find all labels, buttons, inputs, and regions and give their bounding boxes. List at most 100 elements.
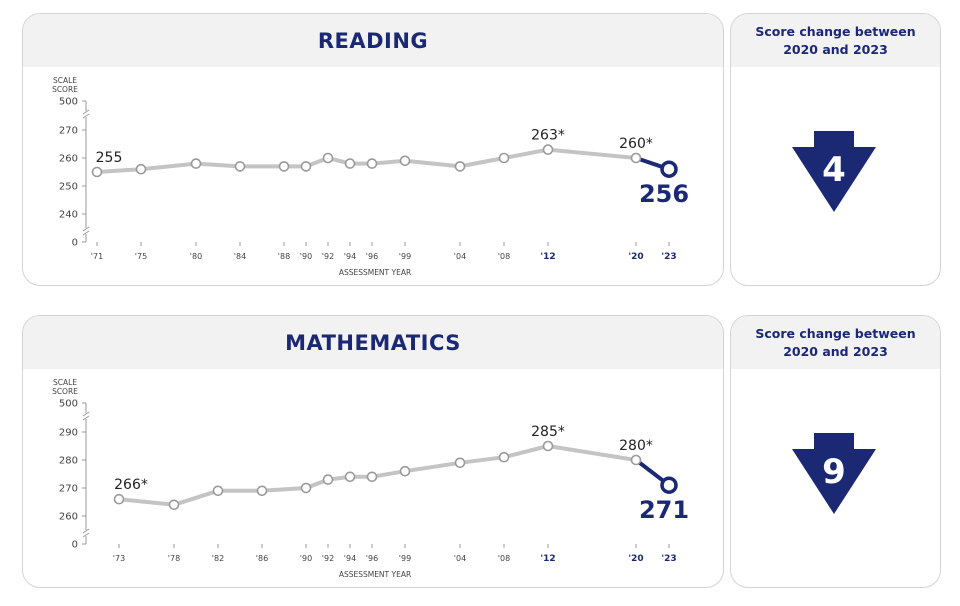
math-axis-break-b-0 [82, 415, 90, 421]
math-xtick-label-3: '86 [256, 554, 268, 563]
math-chart-header: MATHEMATICS [23, 316, 723, 369]
math-point-label-1973: 266* [114, 477, 148, 493]
math-axis-break-a-1 [82, 528, 90, 534]
reading-ytick-label-4: 270 [59, 126, 78, 137]
reading-xtick-label-7: '94 [344, 252, 356, 261]
math-ytick-label-5: 500 [59, 399, 78, 410]
reading-chart-header: READING [23, 14, 723, 67]
reading-data-point-1992 [322, 152, 334, 164]
reading-axis-title-line1: SCALE [53, 76, 77, 85]
reading-xtick-label-2: '80 [190, 252, 202, 261]
reading-axis-break-b-1 [82, 230, 90, 236]
math-point-label-2023: 271 [639, 496, 689, 524]
reading-ytick-label-3: 260 [59, 154, 78, 165]
math-xtick-label-2: '82 [212, 554, 224, 563]
math-xtick-label-7: '96 [366, 554, 378, 563]
math-data-point-1973 [113, 493, 125, 505]
math-data-point-2004 [454, 457, 466, 469]
math-point-label-2012: 285* [531, 424, 565, 440]
reading-data-point-1975 [135, 163, 147, 175]
math-score-change-value: 9 [822, 452, 846, 492]
math-xtick-label-1: '78 [168, 554, 180, 563]
reading-axis-break-a-1 [82, 226, 90, 232]
reading-axis-break-gap-0 [83, 111, 89, 117]
reading-ytick-label-1: 240 [59, 210, 78, 221]
reading-axis-break-b-0 [82, 113, 90, 119]
reading-axis-title-line2: SCORE [52, 85, 78, 94]
reading-data-point-1990 [300, 161, 312, 172]
reading-change-panel: Score change between 2020 and 2023 4 [730, 13, 941, 286]
reading-data-point-1988 [278, 161, 290, 172]
math-xtick-label-0: '73 [113, 554, 125, 563]
reading-x-axis-label: ASSESSMENT YEAR [339, 268, 411, 277]
math-ytick-label-4: 290 [59, 428, 78, 439]
math-data-point-1982 [212, 485, 224, 497]
math-axis-break-gap-0 [83, 413, 89, 419]
math-data-point-1978 [168, 499, 180, 511]
reading-ytick-label-0: 0 [72, 238, 78, 249]
reading-chart-panel: READING SCALE SCORE 0 240 250 260 270 500 '71 '75… [22, 13, 724, 286]
math-change-title: Score change between 2020 and 2023 [755, 325, 916, 359]
reading-xtick-label-14: '23 [661, 252, 676, 262]
math-data-point-1986 [256, 485, 268, 497]
math-axis-break-a-0 [82, 411, 90, 417]
math-change-panel: Score change between 2020 and 2023 9 [730, 315, 941, 588]
math-data-point-2008 [498, 451, 510, 463]
reading-data-point-2012 [542, 144, 554, 155]
math-xtick-label-12: '20 [628, 554, 643, 564]
reading-xtick-label-12: '12 [540, 252, 555, 262]
math-axis-break-b-1 [82, 532, 90, 538]
math-point-label-2020: 280* [619, 438, 653, 454]
reading-xtick-label-1: '75 [135, 252, 147, 261]
reading-xtick-label-0: '71 [91, 252, 103, 261]
math-data-point-2012 [542, 440, 554, 452]
reading-axis-break-gap-1 [83, 228, 89, 234]
reading-xtick-label-6: '92 [322, 252, 334, 261]
reading-data-point-1999 [399, 155, 411, 167]
math-data-point-1992 [322, 474, 334, 485]
math-axis-title-line2: SCORE [52, 387, 78, 396]
reading-data-point-1994 [344, 158, 356, 169]
math-chart-panel: MATHEMATICS SCALE SCORE 0 260 270 280 290 500 '7… [22, 315, 724, 588]
reading-point-label-1971: 255 [96, 150, 123, 166]
reading-point-label-2020: 260* [619, 136, 653, 152]
reading-axis-break-a-0 [82, 109, 90, 115]
reading-change-header: Score change between 2020 and 2023 [731, 14, 940, 67]
reading-point-label-2012: 263* [531, 128, 565, 144]
math-data-point-2020 [630, 454, 642, 466]
reading-score-change-value: 4 [822, 150, 846, 190]
math-ytick-label-0: 0 [72, 540, 78, 551]
reading-data-point-2008 [498, 152, 510, 164]
math-data-point-2023 [660, 476, 678, 494]
reading-point-label-2023: 256 [639, 180, 689, 208]
math-ytick-label-3: 280 [59, 456, 78, 467]
math-ytick-label-2: 270 [59, 484, 78, 495]
math-data-point-1994 [344, 471, 356, 483]
reading-xtick-label-8: '96 [366, 252, 378, 261]
reading-xtick-label-5: '90 [300, 252, 312, 261]
math-data-point-1990 [300, 482, 312, 494]
math-data-point-1999 [399, 465, 411, 477]
math-xtick-label-11: '12 [540, 554, 555, 564]
math-xtick-label-5: '92 [322, 554, 334, 563]
reading-xtick-label-10: '04 [454, 252, 466, 261]
math-data-point-1996 [366, 471, 378, 483]
reading-xtick-label-13: '20 [628, 252, 643, 262]
reading-data-point-2004 [454, 161, 466, 172]
math-x-axis-label: ASSESSMENT YEAR [339, 570, 411, 579]
reading-ytick-label-2: 250 [59, 182, 78, 193]
reading-data-point-2020 [630, 152, 642, 164]
reading-series-line [96, 147, 637, 174]
math-xtick-label-9: '04 [454, 554, 466, 563]
reading-data-point-2023 [660, 160, 678, 178]
reading-chart-title: READING [317, 28, 429, 53]
reading-xtick-label-3: '84 [234, 252, 246, 261]
reading-change-title: Score change between 2020 and 2023 [755, 23, 916, 57]
reading-change-arrow-shape [792, 131, 876, 212]
reading-down-arrow: 4 [792, 131, 876, 212]
reading-data-point-1996 [366, 158, 378, 169]
reading-data-point-1980 [190, 158, 202, 169]
math-xtick-label-4: '90 [300, 554, 312, 563]
